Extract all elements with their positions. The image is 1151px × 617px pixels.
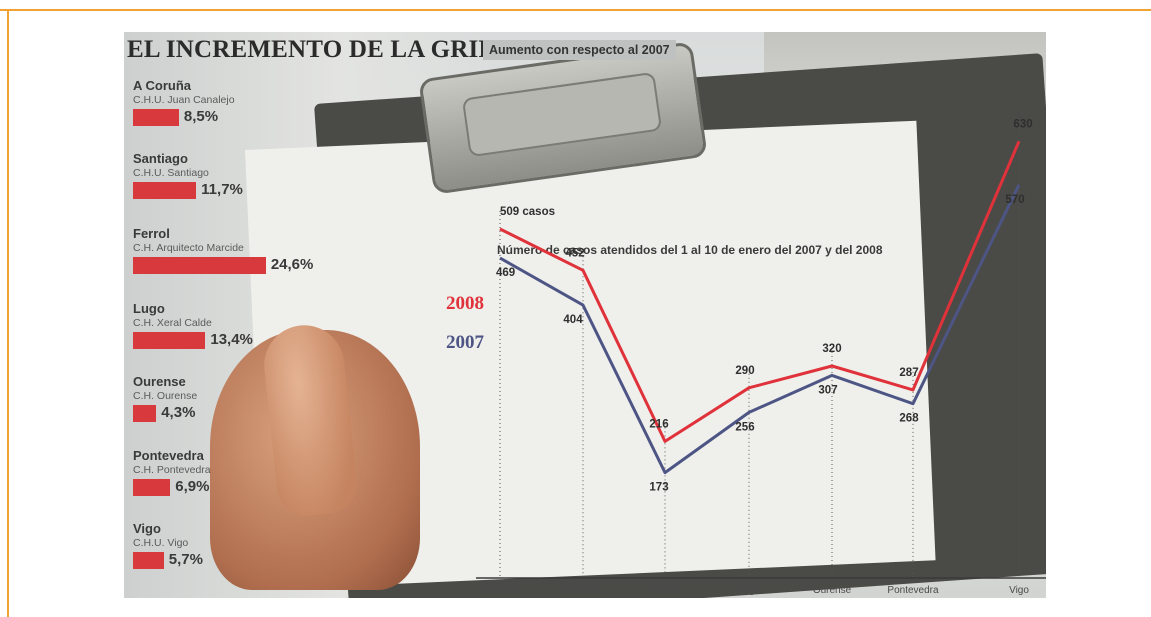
bar-row: 6,9% [133, 478, 211, 499]
region-city: Pontevedra [133, 448, 204, 463]
value-label-2007: 173 [649, 482, 668, 494]
region-item: Santiago C.H.U. Santiago 11,7% [133, 151, 243, 202]
series-line-2008 [499, 140, 1021, 443]
series-label-2007: 2007 [446, 332, 485, 353]
value-labels-layer: 509 casos 452 216 290 320 287 630 469 404 173 256 3… [496, 118, 1033, 493]
chart-grid [499, 123, 1020, 578]
region-hospital: C.H.U. Santiago [133, 167, 209, 179]
bar-value-label: 5,7% [168, 551, 203, 568]
region-hospital: C.H. Arquitecto Marcide [133, 242, 244, 254]
bar [133, 405, 157, 422]
value-label-2008: 287 [899, 367, 918, 379]
bar [133, 479, 171, 496]
region-item: Ourense C.H. Ourense 4,3% [133, 374, 197, 425]
line-chart-title: Número de casos atendidos del 1 al 10 de… [497, 243, 883, 257]
x-tick-label: Vigo [1009, 585, 1029, 596]
x-tick-label: Lugo [738, 585, 761, 596]
region-hospital: C.H.U. Juan Canalejo [133, 94, 235, 106]
frame-top-border [0, 9, 1151, 11]
bar-row: 4,3% [133, 404, 197, 425]
bar-value-label: 11,7% [201, 181, 243, 198]
region-item: Ferrol C.H. Arquitecto Marcide 24,6% [133, 226, 313, 277]
region-hospital: C.H. Pontevedra [133, 464, 211, 476]
bar-value-label: 6,9% [175, 478, 210, 495]
value-label-2008: 216 [649, 418, 668, 430]
x-tick-label: Ourense [813, 585, 852, 596]
region-city: Vigo [133, 521, 161, 536]
value-label-2008: 452 [565, 247, 584, 259]
bar-value-label: 13,4% [210, 331, 253, 348]
page-subtitle: Aumento con respecto al 2007 [483, 40, 676, 60]
x-tick-label: Ferrol [652, 585, 678, 596]
region-city: Ourense [133, 374, 186, 389]
region-item: A Coruña C.H.U. Juan Canalejo 8,5% [133, 78, 235, 129]
region-hospital: C.H.U. Vigo [133, 537, 189, 549]
x-tick-label: Pontevedra [887, 585, 939, 596]
bar-row: 8,5% [133, 108, 235, 129]
value-label-2007: 268 [899, 413, 919, 425]
region-hospital: C.H. Xeral Calde [133, 317, 212, 329]
region-item: Vigo C.H.U. Vigo 5,7% [133, 521, 203, 572]
bar [133, 109, 179, 126]
region-item: Pontevedra C.H. Pontevedra 6,9% [133, 448, 211, 499]
bar-row: 11,7% [133, 181, 243, 202]
region-city: A Coruña [133, 78, 192, 93]
value-label-2008: 509 casos [500, 206, 555, 218]
bar-value-label: 24,6% [270, 256, 314, 273]
region-city: Santiago [133, 151, 188, 166]
bar [133, 182, 197, 199]
value-label-2007: 256 [735, 421, 754, 433]
bar [133, 552, 164, 569]
region-city: Lugo [133, 301, 165, 316]
bar [133, 257, 266, 274]
bar-value-label: 8,5% [183, 108, 219, 125]
bar [133, 332, 206, 349]
value-label-2007: 570 [1005, 194, 1024, 206]
region-hospital: C.H. Ourense [133, 390, 198, 402]
x-tick-label: A Coruña [479, 585, 521, 596]
x-tick-label: Santiago [563, 585, 603, 596]
value-label-2008: 320 [822, 343, 841, 355]
bar-value-label: 4,3% [161, 404, 196, 421]
series-line-2007 [499, 184, 1021, 475]
page-title: EL INCREMENTO DE LA GRIPE [127, 36, 511, 63]
value-label-2007: 307 [818, 384, 837, 396]
value-label-2007: 469 [496, 267, 515, 279]
series-layer [499, 140, 1021, 475]
value-label-2008: 630 [1013, 118, 1032, 130]
frame-left-border [7, 9, 9, 617]
series-label-2008: 2008 [446, 293, 484, 314]
value-label-2007: 404 [563, 314, 583, 326]
region-item: Lugo C.H. Xeral Calde 13,4% [133, 301, 253, 352]
bar-row: 13,4% [133, 331, 253, 352]
region-city: Ferrol [133, 226, 170, 241]
x-tick-labels: A Coruña Santiago Ferrol Lugo Ourense Ponteve… [479, 585, 1029, 596]
bar-row: 24,6% [133, 256, 313, 277]
bar-row: 5,7% [133, 551, 203, 572]
value-label-2008: 290 [735, 365, 754, 377]
